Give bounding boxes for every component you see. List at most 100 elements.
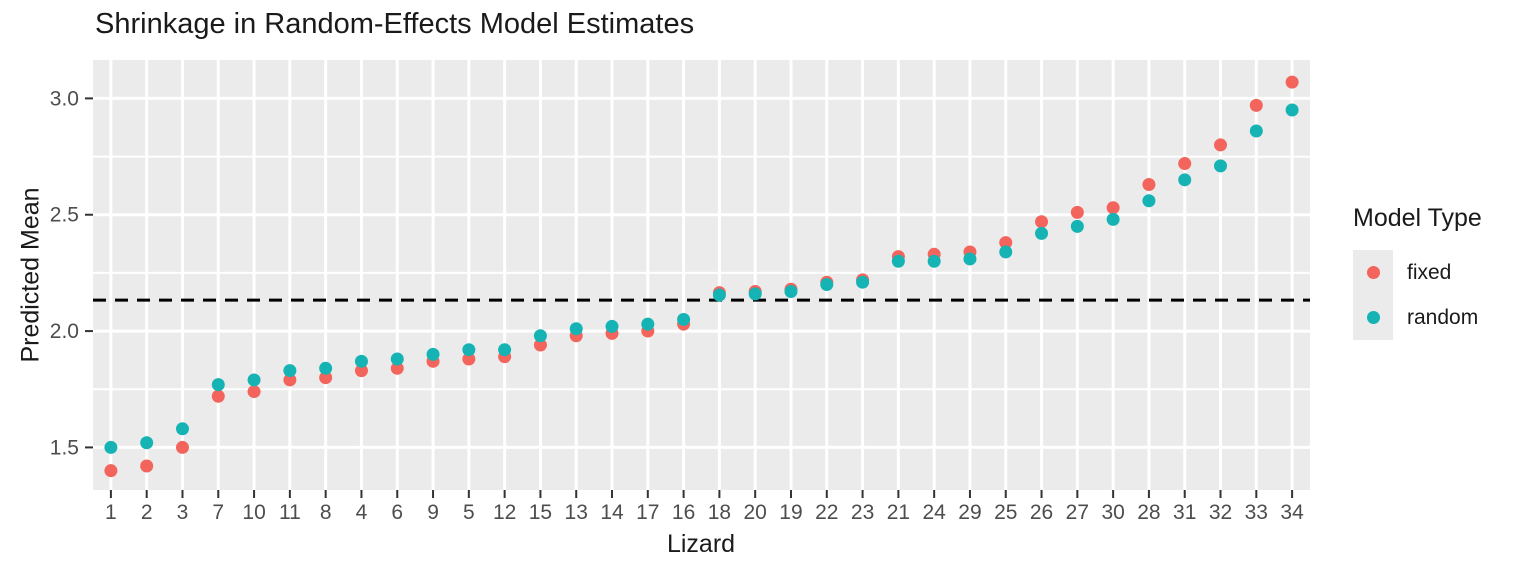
fixed-data-point [533, 338, 547, 352]
y-tick-label: 2.5 [50, 204, 79, 227]
random-data-point [712, 288, 726, 302]
x-tick-label: 19 [779, 501, 802, 524]
x-tick-label: 13 [565, 501, 588, 524]
x-tick-label: 11 [279, 501, 301, 524]
fixed-data-point [104, 464, 118, 478]
random-data-point [1106, 212, 1120, 226]
fixed-series-dot-icon [1366, 266, 1380, 279]
fixed-data-point [1142, 177, 1156, 191]
x-tick-label: 17 [636, 501, 659, 524]
legend-title: Model Type [1353, 204, 1482, 232]
random-data-point [533, 329, 547, 343]
legend-key-box [1353, 250, 1393, 295]
random-data-point [211, 378, 225, 392]
fixed-data-point [999, 236, 1013, 250]
random-data-point [462, 343, 476, 357]
random-data-point [677, 312, 691, 326]
random-data-point [247, 373, 261, 387]
x-tick-label: 32 [1209, 501, 1232, 524]
fixed-data-point [1035, 215, 1049, 229]
x-tick-label: 33 [1245, 501, 1268, 524]
random-data-point [426, 347, 440, 361]
random-data-point [1035, 226, 1049, 240]
x-tick-label: 2 [141, 501, 153, 524]
legend: Model Type fixed random [1353, 204, 1533, 340]
x-tick-label: 22 [815, 501, 838, 524]
random-data-point [1070, 219, 1084, 233]
legend-item-fixed: fixed [1353, 250, 1533, 295]
x-tick-label: 29 [958, 501, 981, 524]
random-data-point [748, 287, 762, 301]
random-data-point [999, 245, 1013, 259]
x-tick-label: 14 [600, 501, 624, 524]
fixed-data-point [1214, 138, 1228, 152]
x-tick-label: 27 [1066, 501, 1089, 524]
fixed-data-point [211, 389, 225, 403]
legend-label: random [1407, 305, 1479, 329]
fixed-data-point [175, 440, 189, 454]
x-tick-label: 25 [994, 501, 1017, 524]
fixed-data-point [1106, 201, 1120, 215]
random-data-point [963, 252, 977, 266]
random-data-point [1214, 159, 1228, 173]
random-data-point [856, 275, 870, 289]
random-data-point [927, 254, 941, 268]
x-tick-label: 26 [1030, 501, 1053, 524]
x-tick-label: 30 [1101, 501, 1124, 524]
x-tick-label: 20 [744, 501, 767, 524]
x-tick-label: 9 [427, 501, 439, 524]
x-tick-label: 12 [493, 501, 516, 524]
x-tick-label: 16 [672, 501, 695, 524]
x-tick-label: 21 [887, 501, 910, 524]
fixed-data-point [390, 361, 404, 375]
random-data-point [820, 278, 834, 292]
random-data-point [283, 364, 297, 378]
x-tick-label: 10 [242, 501, 265, 524]
fixed-data-point [247, 385, 261, 399]
random-data-point [605, 319, 619, 333]
random-data-point [891, 254, 905, 268]
random-data-point [354, 354, 368, 368]
x-tick-label: 24 [922, 501, 946, 524]
random-data-point [175, 422, 189, 436]
legend-key-box [1353, 295, 1393, 340]
fixed-data-point [1178, 157, 1192, 171]
random-data-point [498, 343, 512, 357]
y-tick-label: 3.0 [50, 87, 79, 110]
y-axis-title: Predicted Mean [16, 187, 45, 363]
x-tick-label: 8 [320, 501, 332, 524]
x-tick-label: 15 [529, 501, 552, 524]
fixed-data-point [1070, 205, 1084, 219]
x-tick-label: 6 [391, 501, 403, 524]
random-data-point [390, 352, 404, 366]
x-tick-label: 1 [105, 501, 117, 524]
random-data-point [1178, 173, 1192, 187]
x-tick-label: 5 [463, 501, 475, 524]
random-data-point [319, 361, 333, 375]
legend-item-random: random [1353, 295, 1533, 340]
fixed-data-point [1249, 98, 1263, 112]
random-data-point [140, 436, 154, 450]
fixed-data-point [140, 459, 154, 473]
random-data-point [1249, 124, 1263, 138]
y-tick-label: 1.5 [50, 436, 79, 459]
chart-title: Shrinkage in Random-Effects Model Estima… [95, 8, 695, 40]
fixed-data-point [1285, 75, 1299, 89]
legend-label: fixed [1407, 260, 1452, 284]
random-data-point [1285, 103, 1299, 117]
fixed-data-point [319, 371, 333, 385]
random-series-dot-icon [1366, 311, 1380, 324]
random-data-point [1142, 194, 1156, 208]
x-tick-label: 3 [177, 501, 189, 524]
fixed-data-point [354, 364, 368, 378]
x-tick-label: 28 [1137, 501, 1160, 524]
x-tick-label: 34 [1280, 501, 1304, 524]
random-data-point [641, 317, 655, 331]
plot-panel [93, 60, 1310, 490]
x-tick-label: 7 [212, 501, 224, 524]
random-data-point [784, 285, 798, 299]
y-tick-label: 2.0 [50, 320, 79, 343]
x-tick-label: 23 [851, 501, 874, 524]
